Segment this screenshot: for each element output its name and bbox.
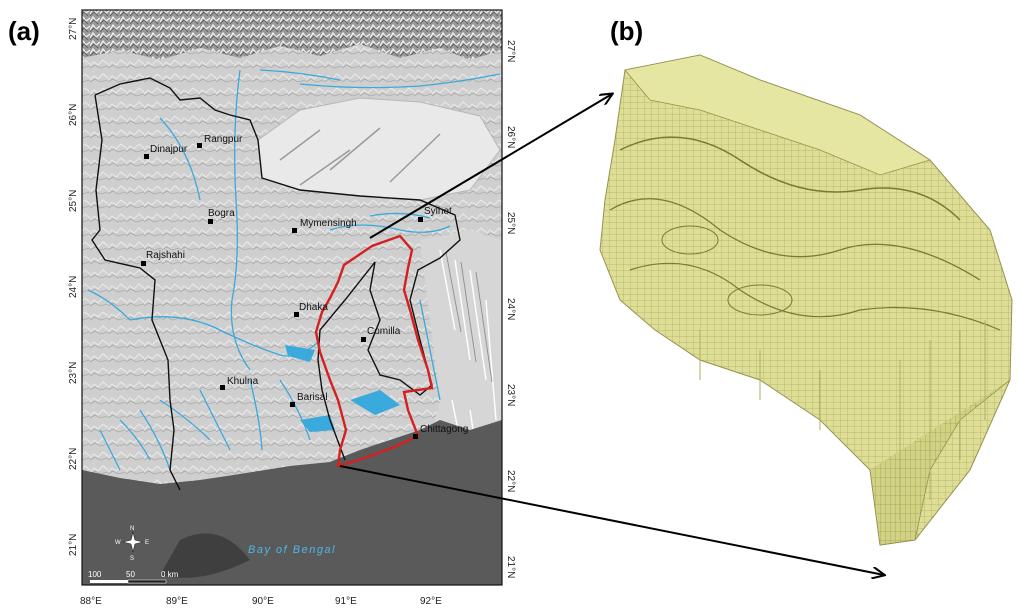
city-label-barisal: Barisal — [297, 392, 328, 403]
city-marker-comilla — [361, 337, 366, 342]
city-label-chittagong: Chittagong — [420, 424, 468, 435]
compass-rose: N S W E — [115, 526, 149, 562]
map-frame — [81, 9, 503, 586]
city-marker-dinajpur — [144, 154, 149, 159]
y-tick-25: 25°N — [68, 190, 79, 212]
city-label-mymensingh: Mymensingh — [300, 218, 357, 229]
y-tick-23-right: 23°N — [505, 384, 516, 406]
model-mesh-top-face — [624, 54, 931, 176]
city-label-dhaka: Dhaka — [299, 302, 328, 313]
city-marker-rangpur — [197, 143, 202, 148]
country-border — [91, 77, 461, 491]
x-tick-89: 89°E — [166, 596, 188, 607]
city-label-rangpur: Rangpur — [204, 134, 243, 145]
y-tick-26: 26°N — [68, 104, 79, 126]
northern-mountains — [82, 10, 502, 60]
y-tick-24-right: 24°N — [505, 298, 516, 320]
y-tick-21-right: 21°N — [505, 556, 516, 578]
scale-bar: 100 50 0 km — [88, 570, 179, 584]
map-panel: Dinajpur Rangpur Bogra Rajshahi Mymensin… — [68, 9, 516, 607]
sea-label: Bay of Bengal — [248, 544, 336, 556]
model-mesh-panel — [599, 54, 1013, 546]
city-marker-chittagong — [413, 434, 418, 439]
study-area-outline — [314, 234, 434, 468]
panel-b-label: (b) — [610, 16, 644, 46]
y-tick-27-right: 27°N — [505, 40, 516, 62]
city-marker-barisal — [290, 402, 295, 407]
city-label-bogra: Bogra — [208, 208, 235, 219]
y-tick-22: 22°N — [68, 448, 79, 470]
city-marker-bogra — [208, 219, 213, 224]
panel-a-label: (a) — [8, 16, 40, 46]
y-tick-22-right: 22°N — [505, 470, 516, 492]
scale-label-100: 100 — [88, 570, 102, 579]
scale-label-0km: 0 km — [161, 570, 179, 579]
y-tick-23: 23°N — [68, 362, 79, 384]
compass-n: N — [130, 526, 134, 532]
cities: Dinajpur Rangpur Bogra Rajshahi Mymensin… — [141, 134, 468, 439]
city-label-sylhet: Sylhet — [424, 206, 452, 217]
y-tick-27: 27°N — [68, 18, 79, 40]
arrow-south-corner — [339, 465, 884, 575]
y-tick-25-right: 25°N — [505, 212, 516, 234]
city-label-khulna: Khulna — [227, 376, 259, 387]
x-tick-92: 92°E — [420, 596, 442, 607]
city-marker-khulna — [220, 385, 225, 390]
city-marker-sylhet — [418, 217, 423, 222]
arrow-north-corner — [369, 94, 612, 239]
x-tick-91: 91°E — [335, 596, 357, 607]
compass-e: E — [145, 540, 149, 546]
x-tick-90: 90°E — [252, 596, 274, 607]
longitude-axis: 88°E 89°E 90°E 91°E 92°E — [80, 596, 442, 607]
city-marker-mymensingh — [292, 228, 297, 233]
y-tick-21: 21°N — [68, 534, 79, 556]
compass-s: S — [130, 556, 134, 562]
y-tick-26-right: 26°N — [505, 126, 516, 148]
city-marker-rajshahi — [141, 261, 146, 266]
compass-w: W — [115, 540, 121, 546]
scale-label-50: 50 — [126, 570, 135, 579]
city-label-dinajpur: Dinajpur — [150, 144, 188, 155]
x-tick-88: 88°E — [80, 596, 102, 607]
city-label-rajshahi: Rajshahi — [146, 250, 185, 261]
city-marker-dhaka — [294, 312, 299, 317]
model-mesh-side-face — [869, 379, 1011, 546]
latitude-axis: 27°N 26°N 25°N 24°N 23°N 22°N 21°N 27°N … — [68, 18, 516, 579]
y-tick-24: 24°N — [68, 276, 79, 298]
city-label-comilla: Comilla — [367, 326, 401, 337]
